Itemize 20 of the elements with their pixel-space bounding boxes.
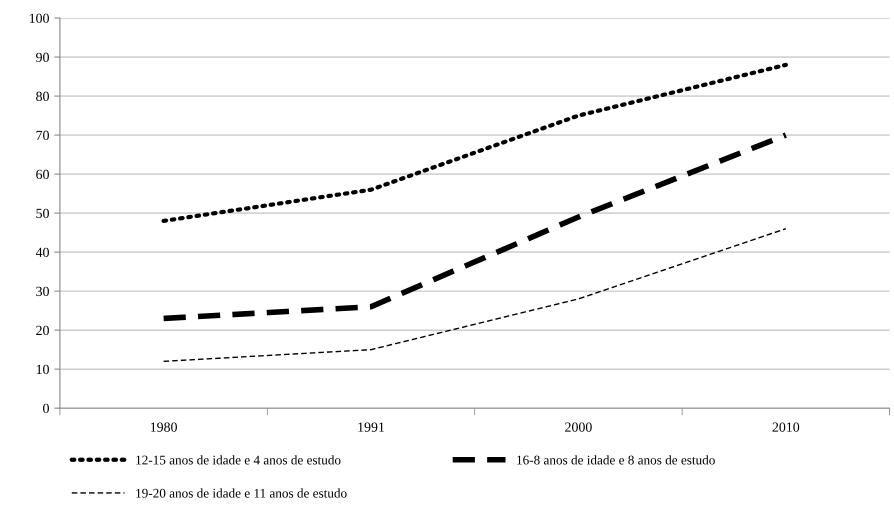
x-tick-label: 1991 [358,422,384,432]
legend-label: 16-8 anos de idade e 8 anos de estudo [517,455,715,465]
y-tick-label: 80 [36,92,49,102]
y-tick-label: 30 [36,286,49,296]
legend-label: 12-15 anos de idade e 4 anos de estudo [136,455,341,465]
y-tick-label: 60 [36,170,49,180]
line-series [162,228,787,362]
legend-label: 19-20 anos de idade e 11 anos de estudo [136,488,347,498]
x-tick-label: 2010 [772,422,800,432]
line-series [162,62,788,223]
y-tick-label: 100 [30,14,49,24]
y-tick-label: 50 [36,208,49,218]
y-tick-label: 10 [36,364,49,374]
y-tick-label: 40 [36,248,49,258]
x-tick-label: 2000 [565,422,592,432]
x-tick-label: 1980 [150,422,177,432]
y-tick-label: 0 [43,404,49,414]
y-tick-label: 20 [36,326,49,336]
y-tick-label: 70 [36,130,49,140]
y-tick-label: 90 [36,52,49,62]
